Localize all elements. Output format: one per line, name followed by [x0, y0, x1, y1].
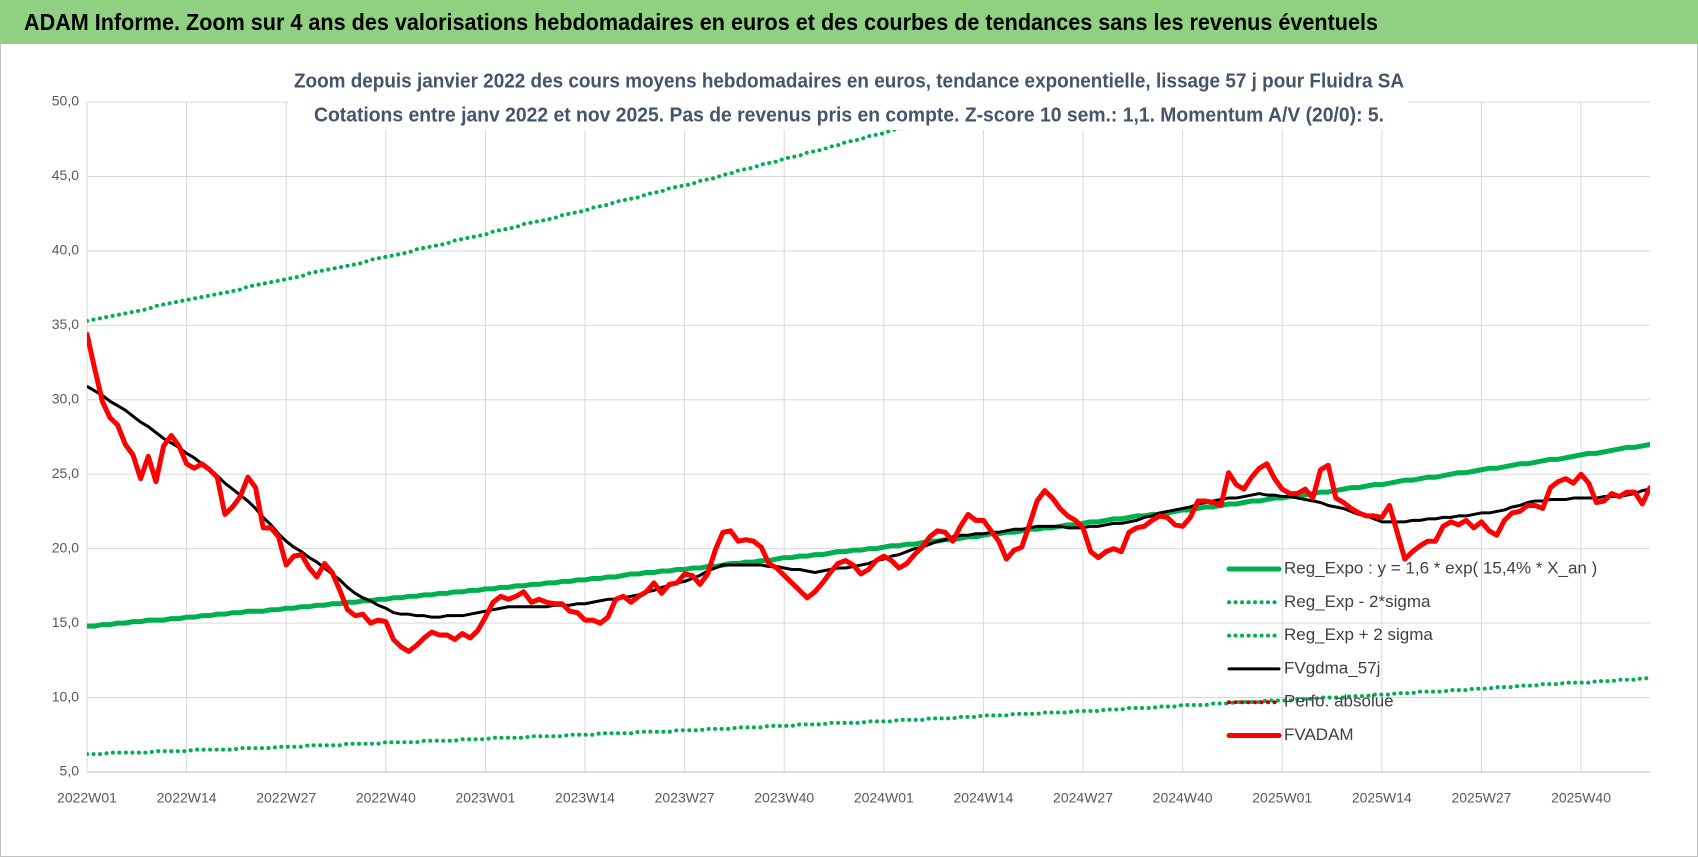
x-tick-label: 2024W01 — [854, 790, 914, 806]
series-line — [87, 102, 1001, 323]
x-tick-label: 2024W14 — [953, 790, 1013, 806]
x-tick-label: 2022W40 — [356, 790, 416, 806]
legend: Reg_Expo : y = 1,6 * exp( 15,4% * X_an )… — [1226, 558, 1597, 744]
y-tick-label: 5,0 — [60, 763, 80, 779]
x-tick-label: 2025W01 — [1252, 790, 1312, 806]
chart-title: Zoom depuis janvier 2022 des cours moyen… — [288, 64, 1408, 130]
legend-label: Reg_Exp - 2*sigma — [1284, 592, 1431, 611]
y-tick-label: 30,0 — [52, 390, 79, 406]
series-line — [87, 441, 1650, 629]
x-tick-label: 2023W01 — [455, 790, 515, 806]
legend-label: Reg_Exp + 2 sigma — [1284, 625, 1433, 644]
series-line — [87, 384, 1650, 619]
series-line — [87, 676, 1650, 757]
legend-label: Reg_Expo : y = 1,6 * exp( 15,4% * X_an ) — [1284, 558, 1597, 577]
x-tick-label: 2025W40 — [1551, 790, 1611, 806]
y-tick-label: 45,0 — [52, 167, 79, 183]
x-tick-label: 2022W27 — [256, 790, 316, 806]
legend-label: FVgdma_57j — [1284, 658, 1380, 677]
x-tick-label: 2023W27 — [655, 790, 715, 806]
x-tick-label: 2023W40 — [754, 790, 814, 806]
x-tick-label: 2022W01 — [57, 790, 117, 806]
legend-label: FVADAM — [1284, 725, 1354, 744]
y-tick-label: 40,0 — [52, 242, 79, 258]
x-tick-label: 2025W27 — [1451, 790, 1511, 806]
series-line — [87, 331, 1650, 654]
header-bar — [0, 0, 1698, 44]
chart-title-line: Cotations entre janv 2022 et nov 2025. P… — [314, 104, 1384, 126]
y-tick-label: 25,0 — [52, 465, 79, 481]
legend-label: Perfo. absolue — [1284, 692, 1394, 711]
header-title: ADAM Informe. Zoom sur 4 ans des valoris… — [24, 9, 1378, 35]
y-tick-label: 15,0 — [52, 614, 79, 630]
y-tick-label: 20,0 — [52, 539, 79, 555]
x-tick-label: 2024W40 — [1153, 790, 1213, 806]
grid: 5,0 10,0 15,0 20,0 25,0 30,0 35,0 40,0 45,0 50,0 2… — [52, 93, 1650, 806]
y-tick-label: 50,0 — [52, 93, 79, 109]
title-background — [288, 64, 1408, 130]
x-tick-label: 2024W27 — [1053, 790, 1113, 806]
plot-area — [87, 102, 1650, 757]
chart-title-line: Zoom depuis janvier 2022 des cours moyen… — [294, 70, 1404, 92]
x-tick-label: 2022W14 — [157, 790, 217, 806]
y-tick-label: 10,0 — [52, 688, 79, 704]
y-tick-label: 35,0 — [52, 316, 79, 332]
x-tick-label: 2025W14 — [1352, 790, 1412, 806]
x-tick-label: 2023W14 — [555, 790, 615, 806]
